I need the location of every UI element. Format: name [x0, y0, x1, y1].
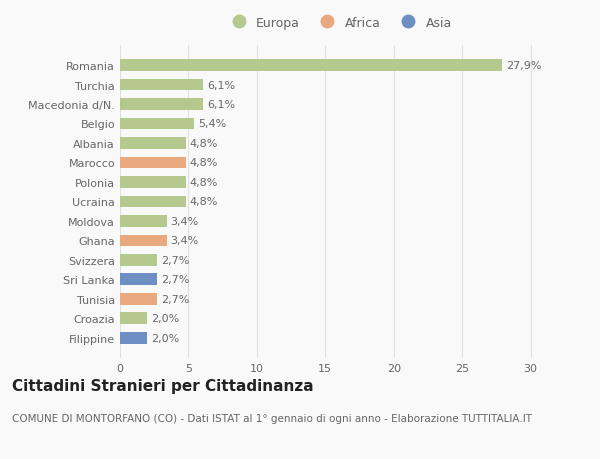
Text: 3,4%: 3,4%	[170, 216, 199, 226]
Text: 5,4%: 5,4%	[198, 119, 226, 129]
Bar	[120, 60, 502, 72]
Bar	[120, 138, 186, 150]
Text: 2,7%: 2,7%	[161, 255, 190, 265]
Bar	[120, 157, 186, 169]
Text: 4,8%: 4,8%	[190, 197, 218, 207]
Text: Cittadini Stranieri per Cittadinanza: Cittadini Stranieri per Cittadinanza	[12, 379, 314, 394]
Text: 4,8%: 4,8%	[190, 158, 218, 168]
Text: COMUNE DI MONTORFANO (CO) - Dati ISTAT al 1° gennaio di ogni anno - Elaborazione: COMUNE DI MONTORFANO (CO) - Dati ISTAT a…	[12, 413, 532, 423]
Bar	[120, 196, 186, 208]
Bar	[120, 79, 203, 91]
Bar	[120, 118, 194, 130]
Bar	[120, 274, 157, 285]
Text: 27,9%: 27,9%	[506, 61, 541, 71]
Text: 3,4%: 3,4%	[170, 236, 199, 246]
Text: 2,7%: 2,7%	[161, 274, 190, 285]
Text: 2,0%: 2,0%	[151, 313, 180, 324]
Text: 6,1%: 6,1%	[208, 80, 236, 90]
Bar	[120, 254, 157, 266]
Text: 4,8%: 4,8%	[190, 178, 218, 188]
Text: 2,0%: 2,0%	[151, 333, 180, 343]
Bar	[120, 99, 203, 111]
Bar	[120, 332, 148, 344]
Bar	[120, 177, 186, 188]
Text: 2,7%: 2,7%	[161, 294, 190, 304]
Text: 4,8%: 4,8%	[190, 139, 218, 149]
Bar	[120, 293, 157, 305]
Bar	[120, 235, 167, 246]
Bar	[120, 216, 167, 227]
Text: 6,1%: 6,1%	[208, 100, 236, 110]
Bar	[120, 313, 148, 325]
Legend: Europa, Africa, Asia: Europa, Africa, Asia	[221, 11, 457, 34]
